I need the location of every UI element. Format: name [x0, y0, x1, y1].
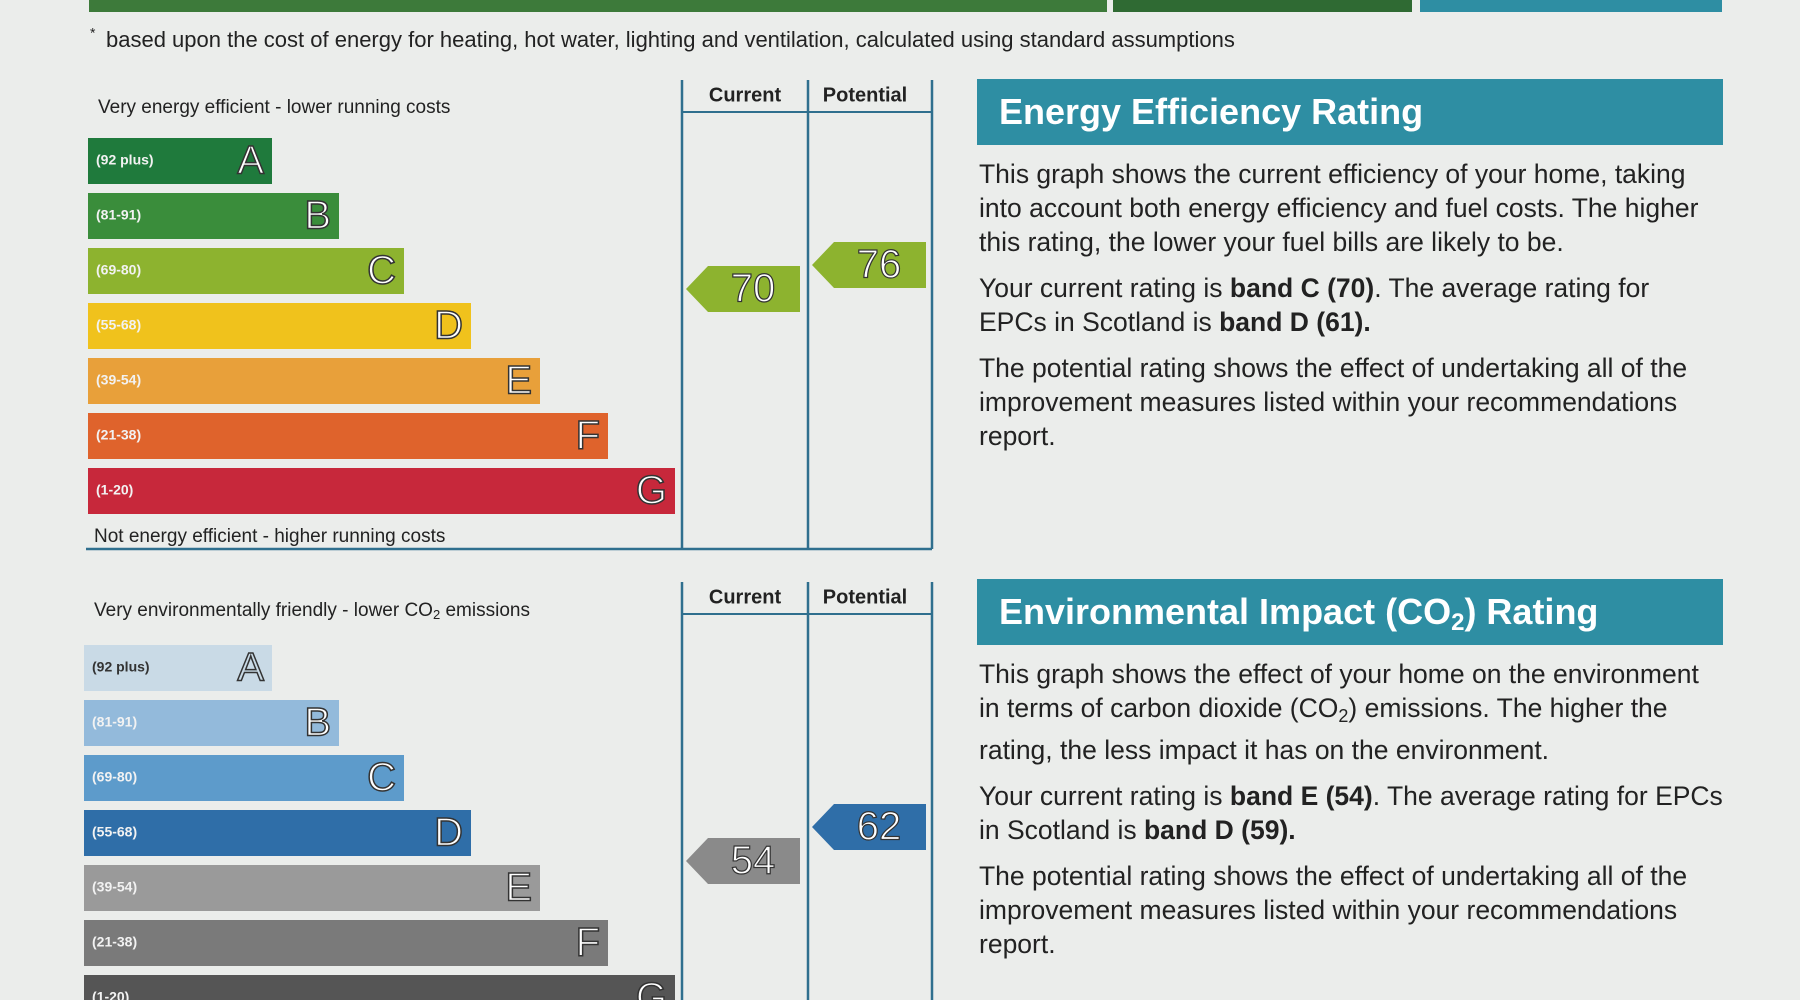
text: . The average rating for EPCs in Scotlan… — [979, 273, 1650, 337]
text: . The average rating for EPCs in Scotlan… — [979, 781, 1723, 845]
environmental-info: Environmental Impact (CO2) Rating This g… — [977, 579, 1723, 961]
column-header: Current — [709, 84, 782, 106]
band-range: (39-54) — [92, 879, 137, 895]
top-bar — [1113, 0, 1412, 12]
band-bar — [84, 810, 471, 856]
bold-text: band E (54) — [1229, 781, 1373, 811]
band-bar — [84, 645, 272, 691]
rating-arrow — [812, 804, 926, 850]
column-header: Potential — [823, 586, 907, 608]
top-bar — [1420, 0, 1722, 12]
paragraph: This graph shows the current efficiency … — [979, 157, 1723, 259]
column-header: Current — [709, 586, 782, 608]
band-range: (69-80) — [96, 262, 141, 278]
band-range: (55-68) — [92, 824, 137, 840]
band-bar — [84, 755, 404, 801]
band-letter: B — [304, 701, 331, 745]
band-range: (92 plus) — [96, 152, 154, 168]
band-letter: F — [576, 414, 600, 458]
band-letter: E — [505, 866, 532, 910]
rating-arrow — [812, 242, 926, 288]
section-heading: Energy Efficiency Rating — [977, 79, 1723, 145]
band-letter: C — [367, 756, 396, 800]
text: The potential rating shows the effect of… — [979, 861, 1688, 959]
top-bar — [89, 0, 1107, 12]
band-bar — [84, 865, 540, 911]
rating-value: 70 — [731, 267, 776, 311]
band-letter: E — [505, 359, 532, 403]
text: This graph shows the effect of your home… — [979, 659, 1699, 723]
bold-text: band D (59). — [1143, 815, 1296, 845]
text: ) Rating — [1464, 591, 1599, 632]
subscript: 2 — [1338, 706, 1349, 726]
text: ) emissions. The higher the rating, the … — [979, 693, 1668, 765]
text: Environmental Impact (CO — [999, 591, 1452, 632]
band-bar — [84, 920, 608, 966]
band-bar — [88, 303, 471, 349]
rating-arrow — [686, 266, 800, 312]
rating-value: 54 — [731, 839, 776, 883]
rating-arrow — [686, 838, 800, 884]
band-letter: G — [636, 976, 667, 1000]
band-range: (69-80) — [92, 769, 137, 785]
bold-text: band C (70) — [1229, 273, 1375, 303]
text: This graph shows the current efficiency … — [979, 159, 1699, 257]
chart-bottom-label: Not energy efficient - higher running co… — [94, 526, 445, 547]
band-bar — [84, 975, 675, 1000]
paragraph: This graph shows the effect of your home… — [979, 657, 1723, 767]
paragraph: The potential rating shows the effect of… — [979, 351, 1723, 453]
band-bar — [88, 468, 675, 514]
text: The potential rating shows the effect of… — [979, 353, 1688, 451]
band-letter: D — [434, 304, 463, 348]
band-bar — [88, 248, 404, 294]
band-range: (55-68) — [96, 317, 141, 333]
paragraph: Your current rating is band E (54). The … — [979, 779, 1723, 847]
band-letter: A — [237, 646, 264, 690]
text: Your current rating is — [979, 273, 1230, 303]
bold-text: band D (61). — [1219, 307, 1371, 337]
band-bar — [88, 358, 540, 404]
band-letter: G — [636, 469, 667, 513]
band-bar — [84, 700, 339, 746]
footnote: based upon the cost of energy for heatin… — [106, 27, 1235, 52]
band-range: (21-38) — [96, 427, 141, 443]
subscript: 2 — [1451, 609, 1465, 636]
band-range: (1-20) — [96, 482, 133, 498]
section-heading: Environmental Impact (CO2) Rating — [977, 579, 1723, 645]
band-range: (81-91) — [96, 207, 141, 223]
chart-top-label: Very energy efficient - lower running co… — [98, 97, 450, 118]
band-bar — [88, 413, 608, 459]
band-letter: D — [434, 811, 463, 855]
rating-value: 62 — [857, 805, 902, 849]
band-range: (21-38) — [92, 934, 137, 950]
band-letter: A — [237, 139, 264, 183]
rating-value: 76 — [857, 243, 902, 287]
chart-top-label: Very environmentally friendly - lower CO… — [94, 600, 530, 622]
band-letter: B — [304, 194, 331, 238]
band-range: (92 plus) — [92, 659, 150, 675]
text: Your current rating is — [979, 781, 1230, 811]
band-range: (1-20) — [92, 989, 129, 1000]
energy-info: Energy Efficiency Rating This graph show… — [977, 79, 1723, 453]
band-bar — [88, 193, 339, 239]
band-range: (81-91) — [92, 714, 137, 730]
paragraph: Your current rating is band C (70). The … — [979, 271, 1723, 339]
footnote-marker: * — [90, 25, 96, 41]
paragraph: The potential rating shows the effect of… — [979, 859, 1723, 961]
band-letter: C — [367, 249, 396, 293]
band-bar — [88, 138, 272, 184]
column-header: Potential — [823, 84, 907, 106]
band-letter: F — [576, 921, 600, 965]
band-range: (39-54) — [96, 372, 141, 388]
